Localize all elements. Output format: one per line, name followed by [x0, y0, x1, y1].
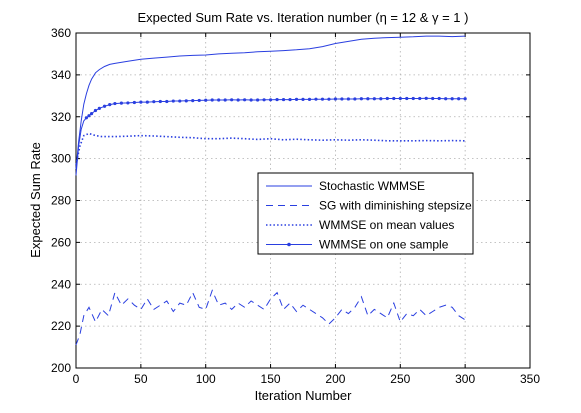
- y-tick-label: 360: [51, 26, 71, 40]
- x-axis-label: Iteration Number: [255, 388, 352, 403]
- x-tick-label: 100: [196, 372, 216, 386]
- series-point: [93, 108, 98, 113]
- y-tick-label: 200: [51, 361, 71, 375]
- series-point: [262, 98, 266, 102]
- series-point: [230, 98, 234, 102]
- series-point: [366, 97, 370, 101]
- x-tick-label: 300: [455, 372, 475, 386]
- series-point: [243, 98, 247, 102]
- series-point: [437, 96, 441, 101]
- legend-entry-3: WMMSE on one sample: [319, 238, 449, 252]
- series-point: [320, 97, 325, 101]
- series-point: [353, 97, 357, 101]
- series-point: [268, 98, 273, 102]
- series-point: [97, 106, 101, 110]
- series-point: [379, 97, 383, 101]
- axis-ticks: 0 50 100 150 200 250 300 350 200 220 240 260 280 300 3…: [51, 26, 540, 386]
- series-point: [275, 97, 279, 102]
- series-line-2: [75, 132, 466, 166]
- series-point: [340, 97, 344, 101]
- series-point: [418, 96, 422, 101]
- series-point: [132, 100, 136, 105]
- x-tick-label: 250: [390, 372, 410, 386]
- series-point: [398, 96, 402, 101]
- series-point: [119, 101, 123, 105]
- legend-marker: [287, 242, 291, 247]
- series-point: [171, 99, 175, 103]
- series-point: [249, 98, 253, 102]
- series-point: [84, 116, 88, 120]
- series-point: [411, 96, 415, 101]
- series-point: [450, 97, 454, 101]
- series-point: [152, 100, 156, 104]
- series-point: [236, 98, 240, 102]
- series-point: [307, 97, 312, 101]
- y-tick-label: 320: [51, 110, 71, 124]
- series-point: [89, 112, 94, 116]
- legend-entry-0: Stochastic WMMSE: [319, 179, 425, 193]
- y-tick-label: 300: [51, 152, 71, 166]
- y-tick-label: 240: [51, 277, 71, 291]
- series-point: [346, 97, 350, 101]
- series-point: [145, 100, 149, 104]
- series-point: [457, 97, 461, 101]
- series-point: [184, 99, 188, 103]
- series-line-1: [75, 289, 466, 346]
- series-point: [392, 96, 396, 101]
- series-point: [372, 97, 376, 101]
- series-point: [210, 98, 214, 102]
- x-tick-label: 200: [325, 372, 345, 386]
- series-point: [113, 101, 117, 106]
- series-point: [385, 96, 389, 101]
- series-point: [126, 101, 130, 105]
- y-tick-label: 220: [51, 319, 71, 333]
- series-point: [223, 98, 227, 102]
- legend: Stochastic WMMSE SG with diminishing step…: [257, 172, 474, 255]
- series-point: [102, 104, 107, 108]
- series-point: [178, 99, 182, 103]
- x-tick-label: 50: [134, 372, 148, 386]
- y-axis-label: Expected Sum Rate: [28, 142, 43, 258]
- x-tick-label: 350: [520, 372, 540, 386]
- legend-entry-1: SG with diminishing stepsize: [319, 199, 472, 213]
- series-point: [288, 97, 292, 102]
- series-point: [87, 114, 91, 118]
- series-line-0: [75, 35, 466, 170]
- series-point: [333, 97, 338, 101]
- series-point: [158, 99, 162, 104]
- series-point: [463, 97, 467, 101]
- y-tick-label: 340: [51, 68, 71, 82]
- series-point: [301, 97, 305, 101]
- series-point: [217, 98, 221, 102]
- legend-entry-2: WMMSE on mean values: [319, 218, 454, 232]
- series-point: [359, 97, 363, 101]
- series-point: [314, 97, 318, 101]
- x-tick-label: 150: [261, 372, 281, 386]
- y-tick-label: 260: [51, 235, 71, 249]
- series-point: [165, 99, 169, 104]
- series-point: [424, 96, 428, 100]
- series-point: [294, 97, 299, 101]
- series: [75, 35, 467, 346]
- series-point: [281, 97, 286, 102]
- series-point: [197, 98, 201, 103]
- series-point: [256, 98, 260, 102]
- series-point: [444, 97, 448, 101]
- y-tick-label: 280: [51, 194, 71, 208]
- series-point: [191, 99, 195, 103]
- chart-title: Expected Sum Rate vs. Iteration number (…: [138, 10, 469, 25]
- series-point: [108, 103, 112, 107]
- series-point: [431, 96, 435, 101]
- series-point: [204, 98, 208, 102]
- series-point: [405, 96, 409, 101]
- series-point: [139, 100, 143, 104]
- series-point: [327, 97, 331, 101]
- x-tick-label: 0: [73, 372, 80, 386]
